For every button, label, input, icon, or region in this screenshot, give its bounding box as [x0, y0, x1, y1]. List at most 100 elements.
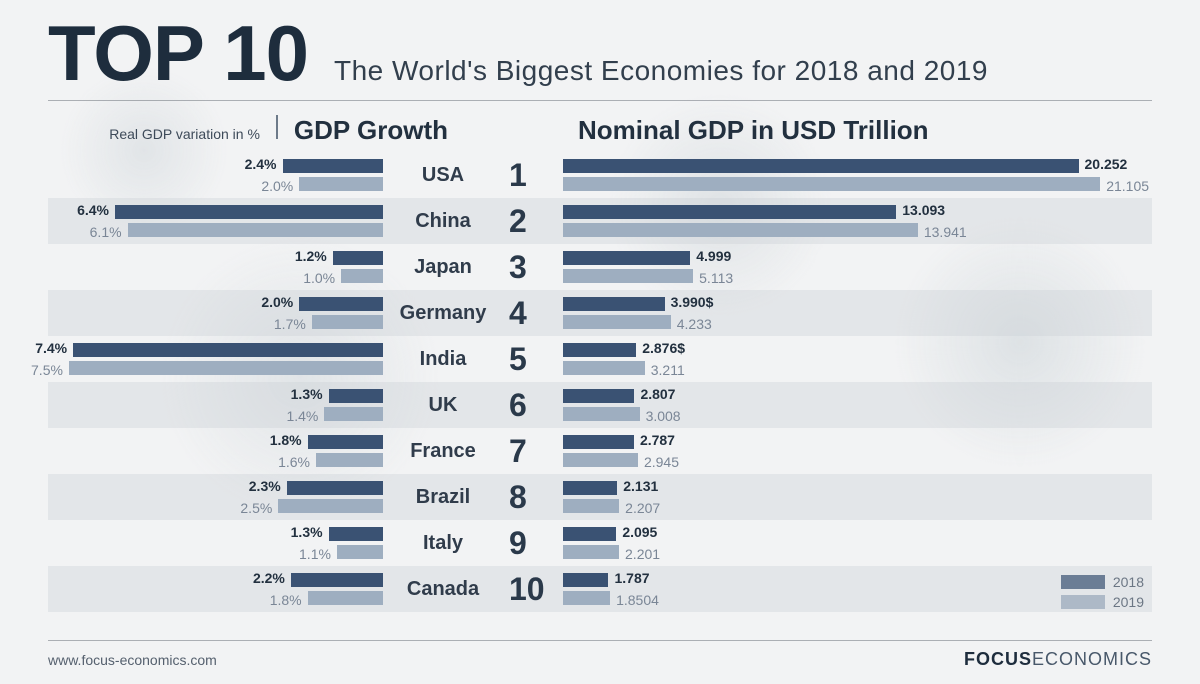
gdp-label-2018: 20.252 [1085, 156, 1128, 172]
growth-label-2019: 6.1% [90, 224, 122, 240]
gdp-label-2018: 4.999 [696, 248, 731, 264]
growth-bar-2018 [299, 297, 383, 311]
gdp-bar-2018 [563, 297, 665, 311]
country-row: 1.3% 1.4% UK6 2.807 3.008 [48, 382, 1152, 428]
rank-number: 1 [503, 157, 563, 194]
country-row: 7.4%7.5%India52.876$3.211 [48, 336, 1152, 382]
growth-label-2019: 2.0% [261, 178, 293, 194]
growth-bar-2019 [341, 269, 383, 283]
growth-bar-2018 [115, 205, 383, 219]
country-name: Brazil [383, 486, 503, 509]
growth-label-2018: 7.4% [35, 340, 67, 356]
rank-number: 9 [503, 525, 563, 562]
gdp-label-2019: 13.941 [924, 224, 967, 240]
growth-bar-2018 [333, 251, 383, 265]
country-name: France [383, 440, 503, 463]
growth-bar-2019 [337, 545, 383, 559]
gdp-bar-2019 [563, 315, 671, 329]
gdp-bar-2019 [563, 499, 619, 513]
rank-number: 2 [503, 203, 563, 240]
gdp-bar-2019 [563, 545, 619, 559]
country-row: 2.4%2.0%USA120.25221.105 [48, 152, 1152, 198]
gdp-bar-2018 [563, 527, 616, 541]
growth-label-2019: 1.7% [274, 316, 306, 332]
rank-number: 5 [503, 341, 563, 378]
growth-label-2019: 2.5% [240, 500, 272, 516]
growth-bar-2019 [308, 591, 383, 605]
country-name: India [383, 348, 503, 371]
rank-number: 7 [503, 433, 563, 470]
gdp-bar-2018 [563, 205, 896, 219]
rank-number: 8 [503, 479, 563, 516]
gdp-bar-2018 [563, 481, 617, 495]
gdp-label-2019: 3.008 [646, 408, 681, 424]
page-title: TOP 10 [48, 18, 308, 88]
growth-label-2019: 1.8% [270, 592, 302, 608]
growth-subhead-small: Real GDP variation in % [109, 126, 260, 142]
gdp-bar-2019 [563, 223, 918, 237]
gdp-bar-2018 [563, 573, 608, 587]
growth-subhead: GDP Growth [294, 115, 448, 146]
growth-label-2018: 2.4% [245, 156, 277, 172]
gdp-bar-2019 [563, 269, 693, 283]
gdp-label-2019: 4.233 [677, 316, 712, 332]
rank-number: 3 [503, 249, 563, 286]
vertical-divider-icon [276, 115, 278, 139]
gdp-bar-2019 [563, 177, 1100, 191]
gdp-label-2019: 1.8504 [616, 592, 659, 608]
growth-label-2018: 1.2% [295, 248, 327, 264]
country-row: 2.3% 2.5% Brazil8 2.131 2.207 [48, 474, 1152, 520]
gdp-label-2018: 2.876$ [642, 340, 685, 356]
growth-label-2019: 7.5% [31, 362, 63, 378]
gdp-bar-2019 [563, 453, 638, 467]
growth-label-2019: 1.0% [303, 270, 335, 286]
gdp-bar-2019 [563, 361, 645, 375]
gdp-bar-2018 [563, 389, 634, 403]
growth-label-2019: 1.4% [286, 408, 318, 424]
gdp-label-2019: 5.113 [699, 270, 733, 286]
growth-label-2019: 1.1% [299, 546, 331, 562]
country-name: Canada [383, 578, 503, 601]
gdp-label-2019: 2.945 [644, 454, 679, 470]
gdp-label-2018: 13.093 [902, 202, 945, 218]
growth-bar-2018 [73, 343, 383, 357]
gdp-bar-2018 [563, 343, 636, 357]
gdp-label-2019: 2.207 [625, 500, 660, 516]
gdp-label-2018: 2.807 [640, 386, 675, 402]
growth-label-2018: 2.3% [249, 478, 281, 494]
growth-bar-2018 [291, 573, 383, 587]
country-name: Japan [383, 256, 503, 279]
country-row: 6.4% 6.1% China2 13.093 13.941 [48, 198, 1152, 244]
growth-label-2018: 1.3% [291, 386, 323, 402]
gdp-label-2018: 1.787 [614, 570, 649, 586]
country-row: 1.8%1.6%France72.7872.945 [48, 428, 1152, 474]
growth-bar-2019 [316, 453, 383, 467]
growth-bar-2018 [329, 389, 383, 403]
gdp-bar-2018 [563, 251, 690, 265]
rank-number: 4 [503, 295, 563, 332]
growth-label-2018: 6.4% [77, 202, 109, 218]
growth-bar-2019 [324, 407, 383, 421]
gdp-bar-2018 [563, 159, 1079, 173]
country-name: Italy [383, 532, 503, 555]
growth-bar-2018 [308, 435, 383, 449]
growth-bar-2018 [287, 481, 383, 495]
country-row: 1.2% 1.0% Japan3 4.999 5.113 [48, 244, 1152, 290]
gdp-label-2018: 2.131 [623, 478, 658, 494]
gdp-label-2019: 21.105 [1106, 178, 1149, 194]
growth-bar-2019 [312, 315, 383, 329]
country-name: China [383, 210, 503, 233]
country-row: 2.0%1.7%Germany43.990$4.233 [48, 290, 1152, 336]
country-row: 1.3%1.1%Italy92.0952.201 [48, 520, 1152, 566]
growth-label-2018: 2.2% [253, 570, 285, 586]
gdp-label-2018: 3.990$ [671, 294, 714, 310]
growth-bar-2019 [69, 361, 383, 375]
divider [48, 100, 1152, 101]
growth-label-2019: 1.6% [278, 454, 310, 470]
growth-bar-2019 [128, 223, 383, 237]
growth-label-2018: 2.0% [261, 294, 293, 310]
rank-number: 6 [503, 387, 563, 424]
country-row: 2.2%1.8%Canada101.7871.8504 [48, 566, 1152, 612]
country-name: UK [383, 394, 503, 417]
growth-bar-2018 [329, 527, 383, 541]
